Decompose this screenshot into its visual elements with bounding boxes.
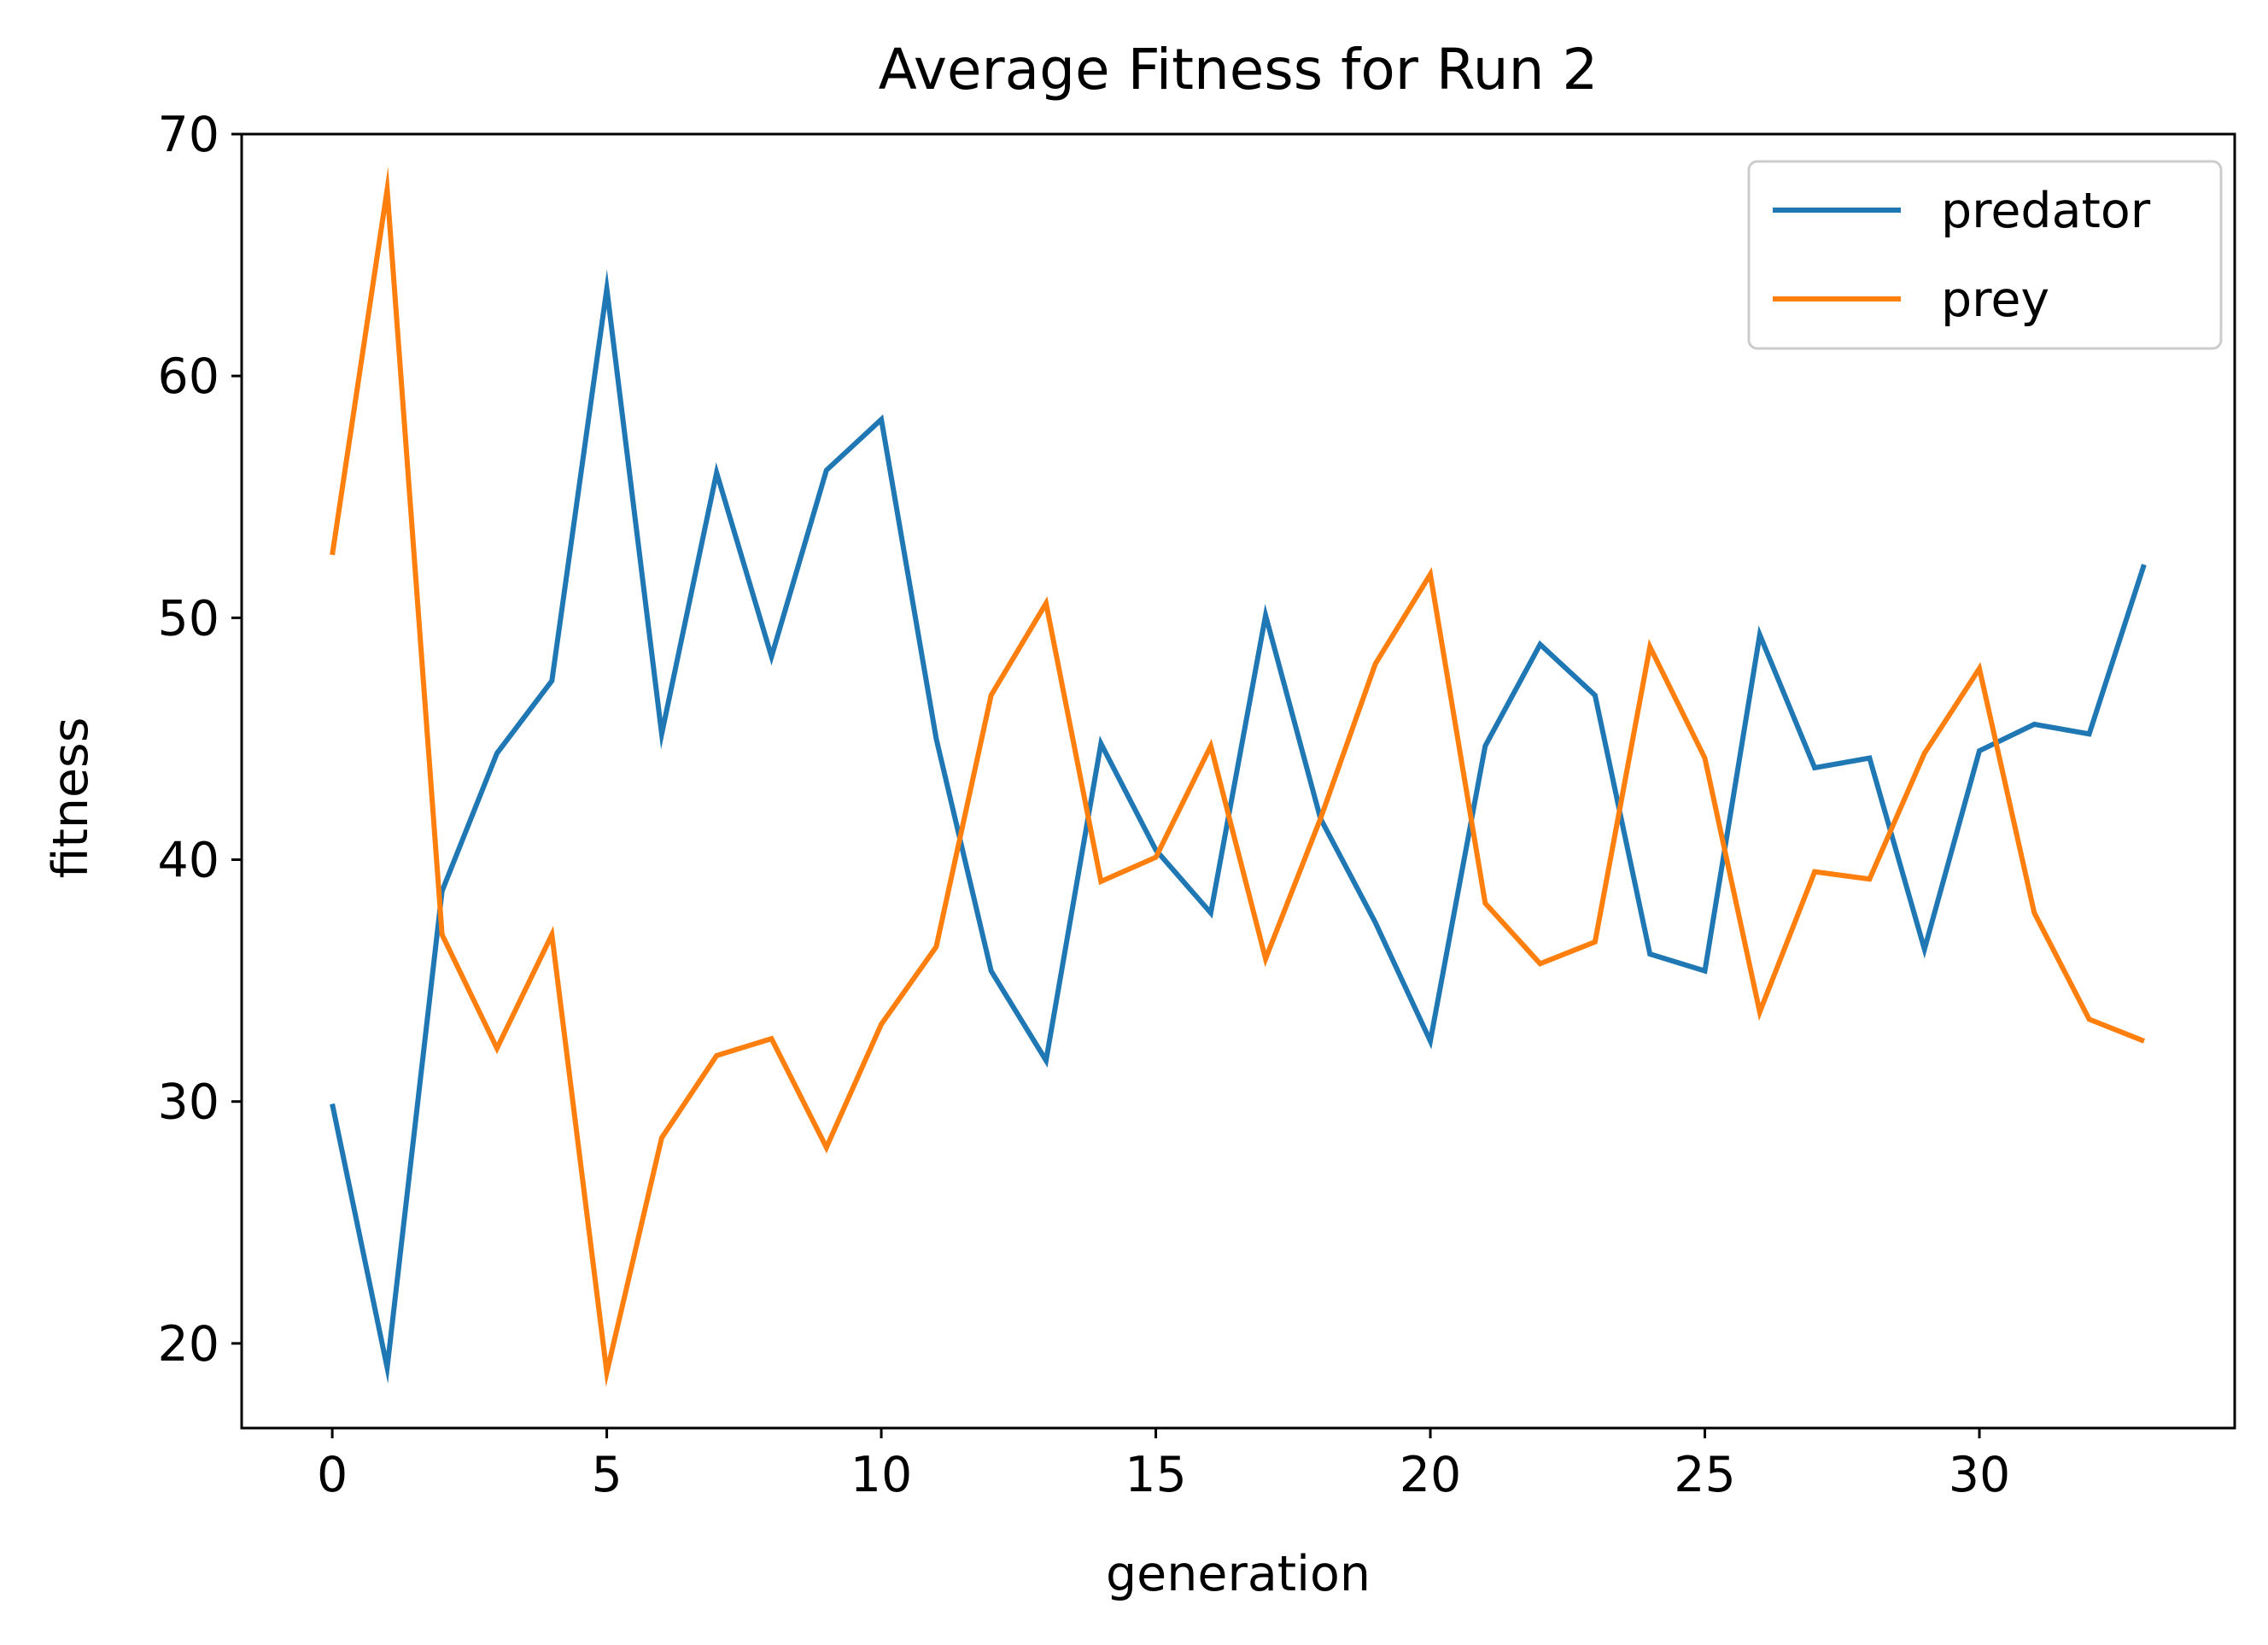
- y-tick-label: 20: [157, 1316, 219, 1373]
- x-tick-label: 30: [1949, 1447, 2011, 1503]
- legend-label-prey: prey: [1941, 272, 2049, 328]
- legend-label-predator: predator: [1941, 183, 2151, 239]
- y-tick-label: 70: [157, 107, 219, 163]
- series-line-prey: [330, 167, 2146, 1387]
- y-axis-label: fitness: [43, 717, 99, 879]
- plot-area: [330, 167, 2147, 1387]
- y-tick-label: 50: [157, 590, 219, 647]
- x-axis-label: generation: [1106, 1546, 1371, 1602]
- x-tick-label: 5: [591, 1447, 622, 1503]
- y-axis-ticks: 20 30 40 50 60 70: [157, 107, 242, 1373]
- chart-title: Average Fitness for Run 2: [879, 37, 1599, 102]
- x-axis-ticks: 0 5 10 15 20 25 30: [317, 1428, 2010, 1503]
- x-tick-label: 25: [1674, 1447, 1736, 1503]
- y-tick-label: 40: [157, 833, 219, 889]
- y-tick-label: 30: [157, 1074, 219, 1131]
- x-tick-label: 10: [850, 1447, 913, 1503]
- legend: predator prey: [1747, 160, 2223, 350]
- plot-frame: [240, 132, 2236, 1430]
- y-tick-label: 60: [157, 348, 219, 405]
- x-tick-label: 15: [1125, 1447, 1187, 1503]
- x-tick-label: 0: [317, 1447, 348, 1503]
- series-line-predator: [330, 269, 2147, 1384]
- x-tick-label: 20: [1400, 1447, 1462, 1503]
